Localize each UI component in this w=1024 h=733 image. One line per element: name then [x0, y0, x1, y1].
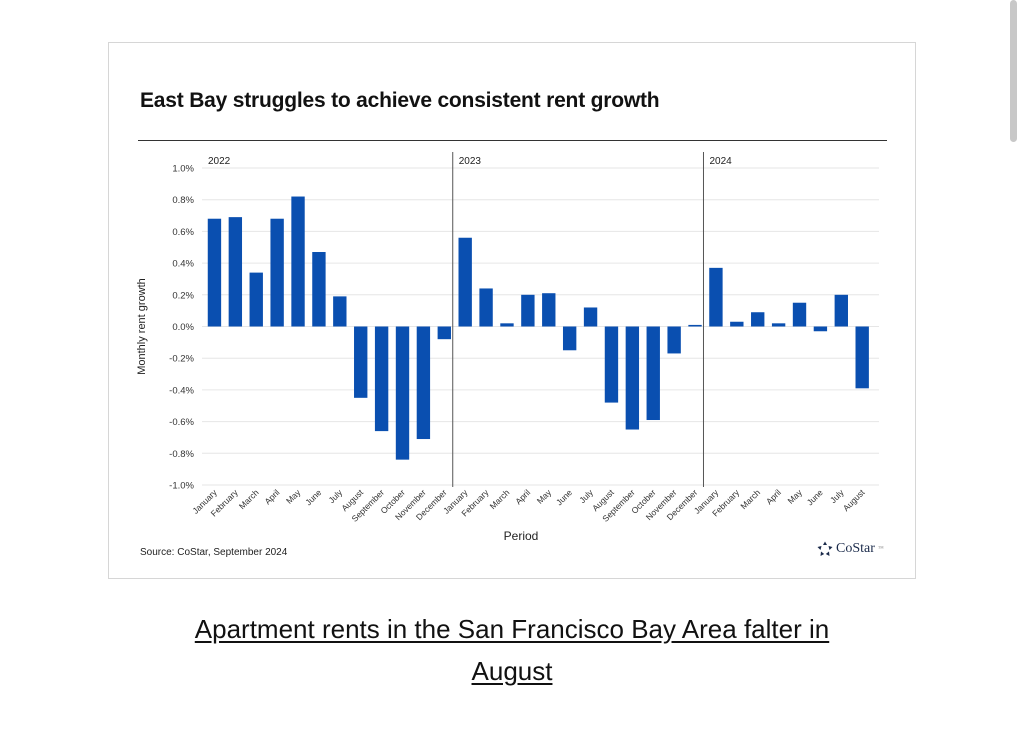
- y-tick-label: 1.0%: [172, 164, 194, 175]
- bar: [709, 267, 723, 327]
- bar: [646, 326, 660, 421]
- bar: [374, 326, 389, 432]
- x-tick-label: March: [237, 487, 261, 511]
- bar: [207, 218, 222, 327]
- costar-star-icon: [817, 541, 833, 556]
- bar: [354, 326, 368, 398]
- costar-logo: CoStar ™: [817, 541, 884, 557]
- x-tick-label: June: [554, 487, 574, 507]
- bar: [604, 326, 619, 403]
- bar: [291, 196, 305, 327]
- x-axis-title: Period: [504, 529, 539, 543]
- y-tick-label: 0.4%: [172, 259, 194, 270]
- article-link-line-2[interactable]: August: [471, 656, 553, 686]
- bar: [521, 294, 535, 327]
- y-tick-label: -0.8%: [169, 449, 194, 460]
- article-link-line-1[interactable]: Apartment rents in the San Francisco Bay…: [194, 614, 830, 644]
- bar: [437, 326, 451, 340]
- bar: [730, 321, 744, 327]
- year-label: 2022: [208, 156, 231, 167]
- x-tick-label: May: [535, 487, 554, 506]
- x-tick-label: April: [262, 487, 281, 506]
- bar: [625, 326, 640, 430]
- year-label: 2023: [459, 156, 482, 167]
- chart-title: East Bay struggles to achieve consistent…: [140, 89, 660, 112]
- bar: [312, 252, 326, 327]
- x-tick-label: May: [785, 487, 804, 506]
- bar: [751, 312, 765, 327]
- x-tick-label: August: [841, 487, 867, 513]
- bar: [458, 237, 472, 327]
- y-tick-label: -1.0%: [169, 481, 194, 492]
- source-note: Source: CoStar, September 2024: [140, 547, 288, 558]
- bar: [855, 326, 869, 389]
- logo-text: CoStar: [836, 541, 875, 556]
- x-tick-label: May: [284, 487, 303, 506]
- bar: [228, 217, 243, 327]
- article-link[interactable]: Apartment rents in the San Francisco Bay…: [0, 608, 1024, 692]
- bar: [500, 323, 514, 327]
- y-tick-label: 0.8%: [172, 195, 194, 206]
- y-tick-label: -0.6%: [169, 417, 194, 428]
- title-divider: [138, 140, 887, 141]
- y-tick-label: 0.2%: [172, 290, 194, 301]
- x-tick-label: June: [303, 487, 323, 507]
- bar: [583, 307, 598, 327]
- page-scrollbar[interactable]: [1010, 0, 1017, 142]
- bar: [395, 326, 410, 460]
- x-tick-label: April: [513, 487, 532, 506]
- bar: [813, 326, 828, 332]
- bar: [771, 323, 786, 327]
- x-tick-label: March: [488, 487, 512, 511]
- bar: [479, 288, 493, 327]
- bar: [667, 326, 681, 354]
- bar: [834, 294, 848, 327]
- y-tick-label: 0.0%: [172, 322, 194, 333]
- bar-chart: 1.0% 0.8% 0.6% 0.4% 0.2% 0.0% -0.2% -0.4% -0.6% -…: [136, 152, 879, 543]
- bar: [333, 296, 347, 327]
- bar: [792, 302, 807, 327]
- bar: [562, 326, 577, 351]
- trademark-mark: ™: [877, 546, 884, 552]
- bar: [416, 326, 431, 440]
- year-label: 2024: [709, 156, 732, 167]
- chart-card: East Bay struggles to achieve consistent…: [108, 42, 916, 579]
- x-tick-label: March: [738, 487, 762, 511]
- y-tick-label: -0.4%: [169, 385, 194, 396]
- bar: [249, 272, 263, 327]
- bar: [542, 293, 556, 327]
- bar: [688, 324, 702, 327]
- x-tick-label: April: [764, 487, 783, 506]
- y-tick-label: -0.2%: [169, 354, 194, 365]
- y-axis-title: Monthly rent growth: [136, 278, 148, 375]
- y-tick-label: 0.6%: [172, 227, 194, 238]
- x-tick-label: June: [805, 487, 825, 507]
- bar: [270, 218, 284, 327]
